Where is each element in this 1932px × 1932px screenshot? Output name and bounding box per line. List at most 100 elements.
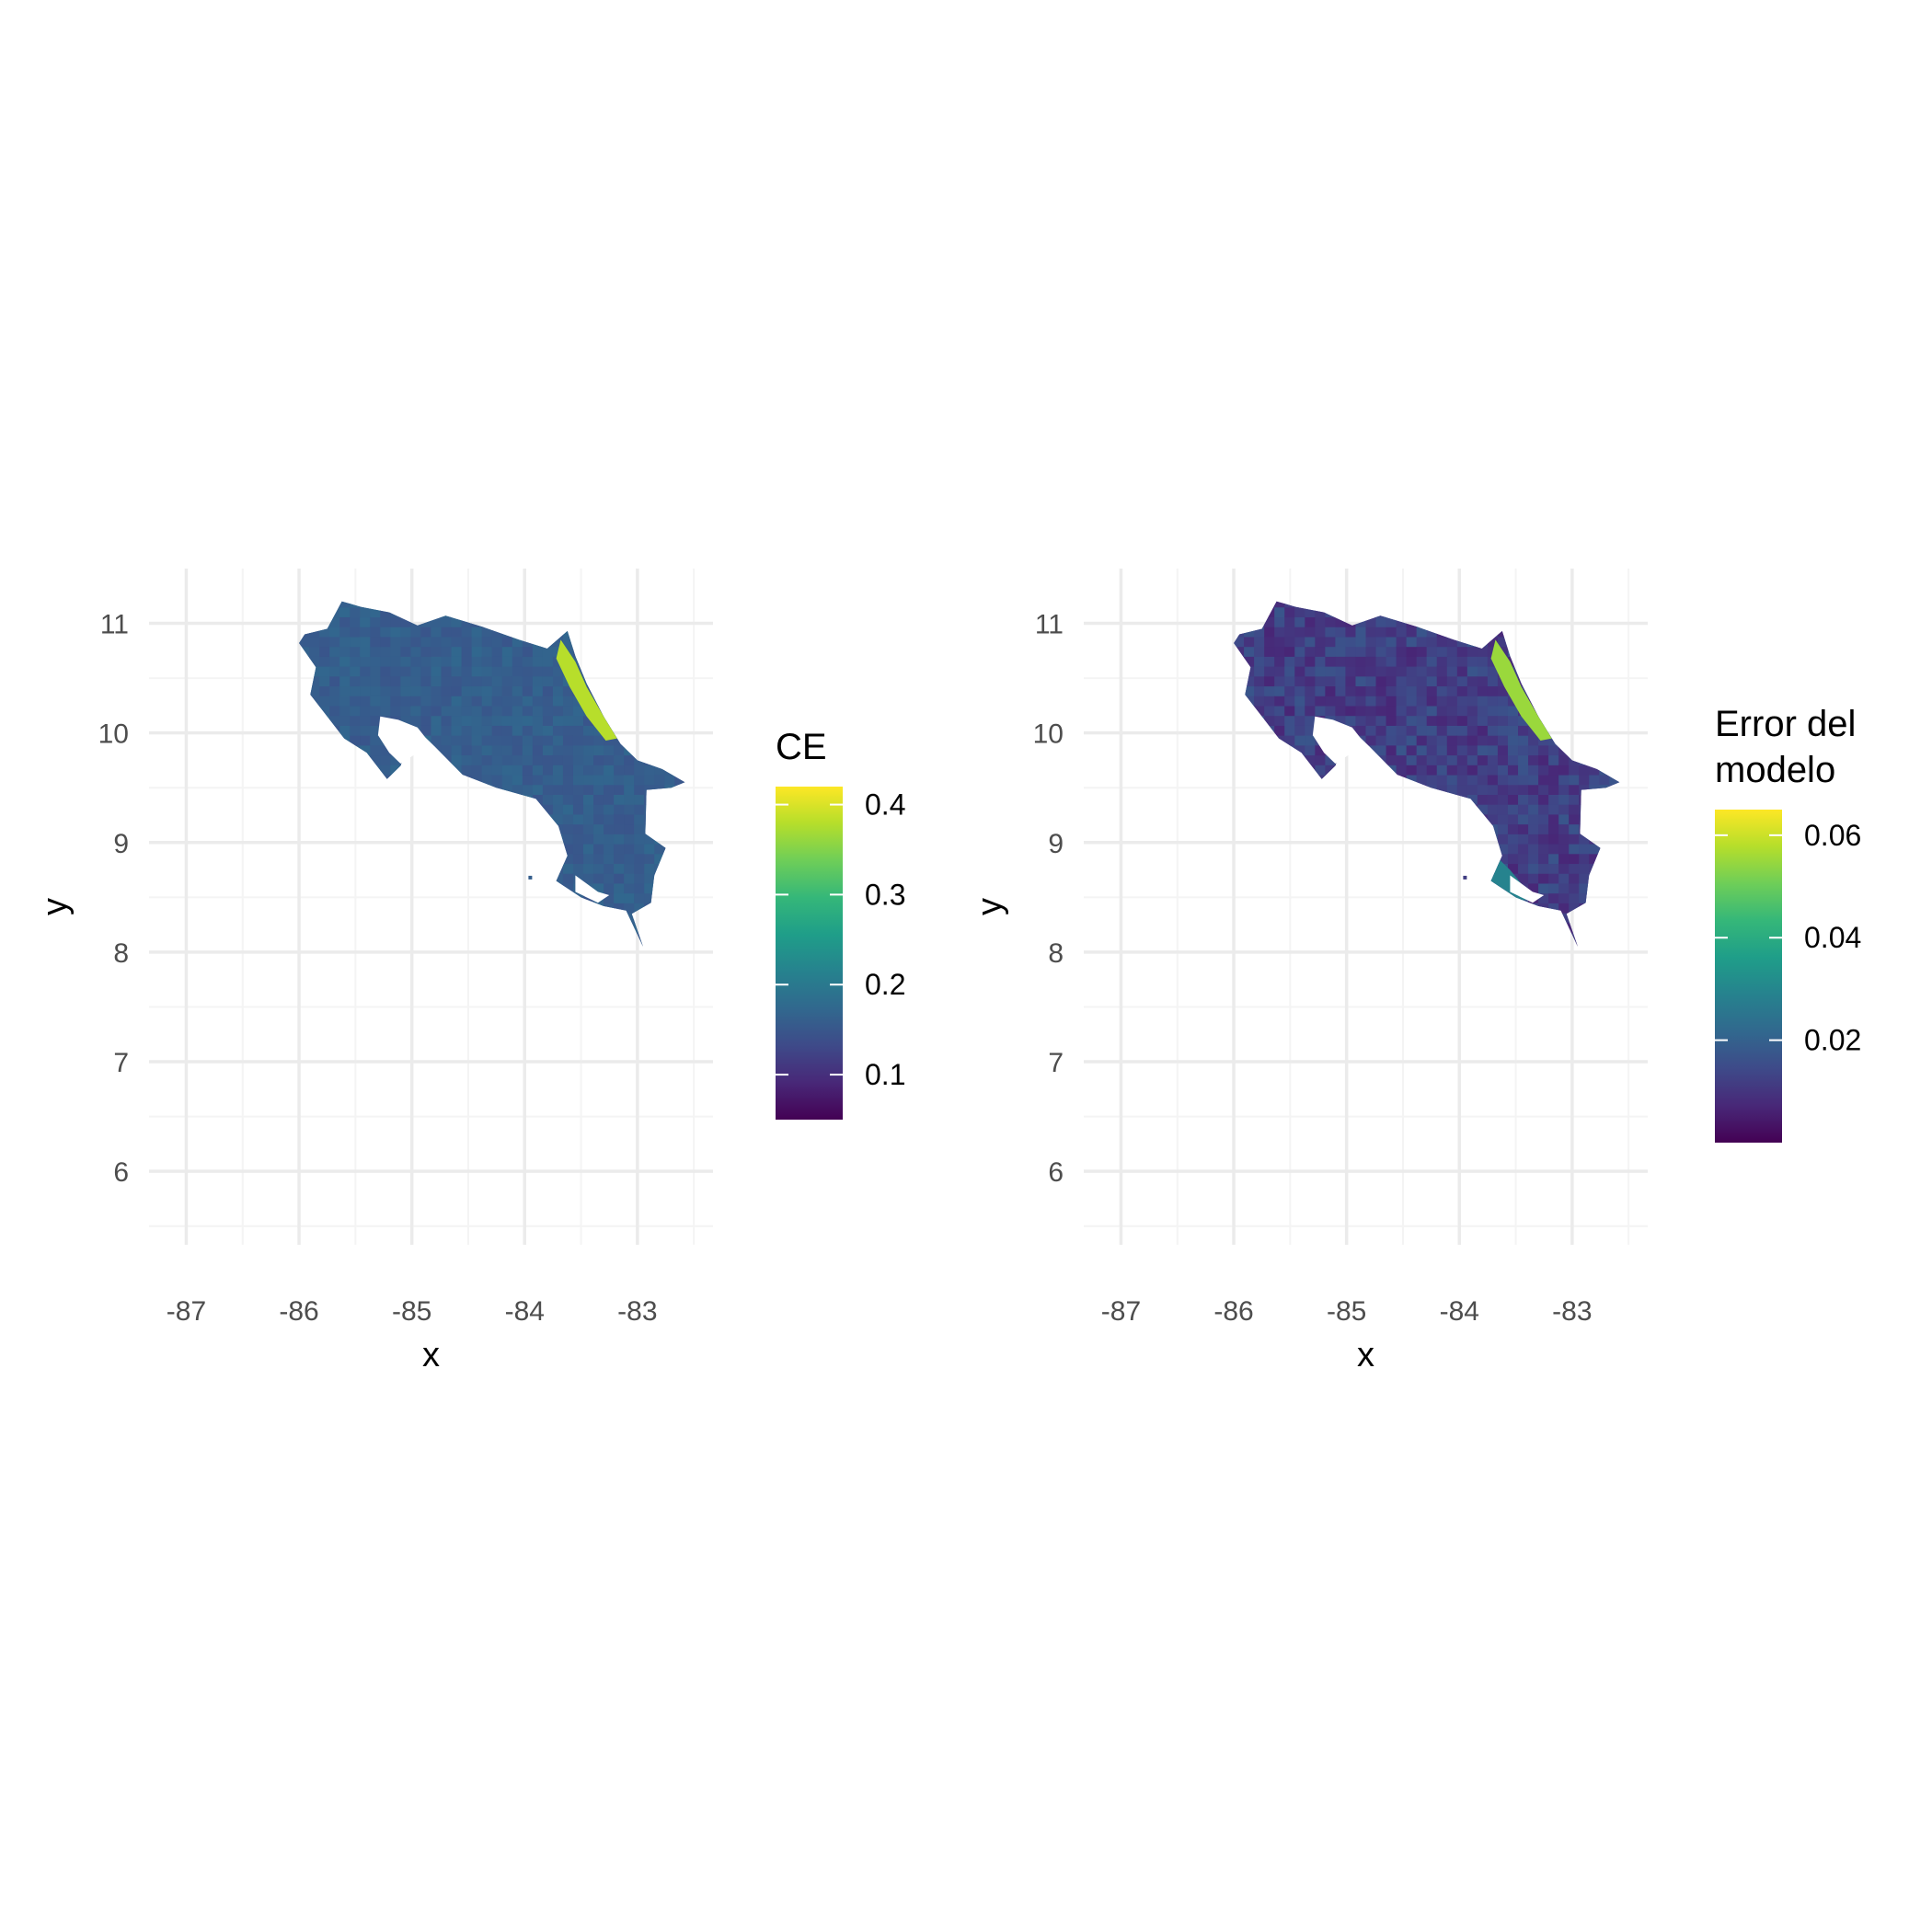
raster-cell	[309, 784, 320, 795]
raster-cell	[562, 606, 574, 618]
raster-cell	[370, 646, 381, 657]
raster-cell	[1325, 675, 1336, 687]
raster-cell	[1386, 606, 1397, 618]
raster-cell	[1487, 735, 1499, 746]
raster-cell	[1305, 675, 1316, 687]
raster-cell	[420, 754, 432, 765]
raster-cell	[1579, 813, 1590, 825]
raster-cell	[441, 685, 453, 696]
raster-cell	[1244, 903, 1255, 914]
raster-cell	[1294, 932, 1305, 943]
raster-cell	[1274, 853, 1285, 865]
raster-cell	[614, 834, 625, 845]
raster-cell	[512, 873, 523, 884]
raster-cell	[624, 794, 635, 805]
raster-cell	[1466, 715, 1478, 726]
raster-cell	[1487, 744, 1499, 756]
raster-cell	[1609, 823, 1620, 834]
raster-cell	[1477, 705, 1489, 717]
raster-cell	[1497, 922, 1509, 934]
raster-cell	[512, 882, 523, 894]
raster-cell	[1446, 882, 1458, 894]
raster-cell	[339, 587, 351, 597]
raster-cell	[380, 774, 391, 786]
raster-cell	[1274, 882, 1285, 894]
raster-cell	[380, 666, 391, 677]
raster-cell	[1386, 675, 1397, 687]
raster-cell	[1436, 863, 1448, 874]
raster-cell	[1274, 587, 1285, 597]
raster-cell	[471, 646, 483, 657]
raster-cell	[400, 666, 412, 677]
raster-cell	[572, 735, 584, 746]
colorbar-label: 0.3	[865, 878, 905, 911]
raster-cell	[481, 882, 493, 894]
raster-cell	[1558, 794, 1570, 805]
raster-cell	[624, 873, 635, 884]
raster-cell	[339, 794, 351, 805]
raster-cell	[1355, 646, 1367, 657]
raster-cell	[1538, 705, 1549, 717]
raster-cell	[1416, 823, 1428, 834]
raster-cell	[1355, 823, 1367, 834]
raster-cell	[604, 754, 615, 765]
raster-cell	[1274, 606, 1285, 618]
raster-cell	[1294, 646, 1305, 657]
raster-cell	[1386, 725, 1397, 736]
raster-cell	[1599, 794, 1610, 805]
raster-cell	[1254, 685, 1265, 696]
raster-cell	[583, 844, 594, 855]
raster-cell	[1589, 863, 1600, 874]
raster-cell	[451, 863, 463, 874]
raster-cell	[481, 813, 493, 825]
raster-cell	[339, 873, 351, 884]
legend-title: Error del	[1715, 704, 1856, 744]
raster-cell	[614, 784, 625, 795]
raster-cell	[471, 813, 483, 825]
island-cell	[528, 875, 533, 880]
raster-cell	[1254, 932, 1265, 943]
raster-cell	[1406, 922, 1418, 934]
raster-cell	[604, 853, 615, 865]
raster-cell	[1518, 794, 1529, 805]
raster-cell	[1569, 765, 1580, 776]
raster-cell	[472, 587, 483, 597]
raster-cell	[420, 932, 432, 943]
raster-cell	[512, 636, 523, 648]
raster-cell	[1274, 696, 1285, 707]
raster-cell	[1386, 735, 1397, 746]
raster-cell	[583, 932, 594, 943]
raster-cell	[614, 601, 625, 608]
raster-cell	[624, 666, 635, 677]
raster-cell	[512, 675, 523, 687]
raster-cell	[1264, 601, 1275, 608]
raster-cell	[1365, 725, 1377, 736]
raster-cell	[562, 794, 574, 805]
raster-cell	[319, 813, 330, 825]
raster-cell	[329, 606, 340, 618]
y-tick-label: 10	[1033, 719, 1064, 750]
raster-cell	[1305, 823, 1316, 834]
raster-cell	[1294, 813, 1305, 825]
raster-cell	[1305, 844, 1316, 855]
raster-cell	[1579, 804, 1590, 815]
raster-cell	[593, 601, 604, 608]
raster-cell	[1446, 784, 1458, 795]
raster-cell	[522, 696, 534, 707]
raster-cell	[329, 705, 340, 717]
raster-cell	[604, 601, 615, 608]
raster-cell	[512, 765, 523, 776]
raster-cell	[1365, 903, 1377, 914]
raster-cell	[542, 804, 554, 815]
raster-cell	[339, 725, 351, 736]
raster-cell	[370, 675, 381, 687]
raster-cell	[339, 715, 351, 726]
raster-cell	[441, 774, 453, 786]
raster-cell	[1325, 705, 1336, 717]
raster-cell	[329, 685, 340, 696]
raster-cell	[1436, 873, 1448, 884]
raster-cell	[400, 705, 412, 717]
raster-cell	[654, 744, 665, 756]
raster-cell	[1497, 844, 1509, 855]
raster-cell	[1244, 735, 1255, 746]
